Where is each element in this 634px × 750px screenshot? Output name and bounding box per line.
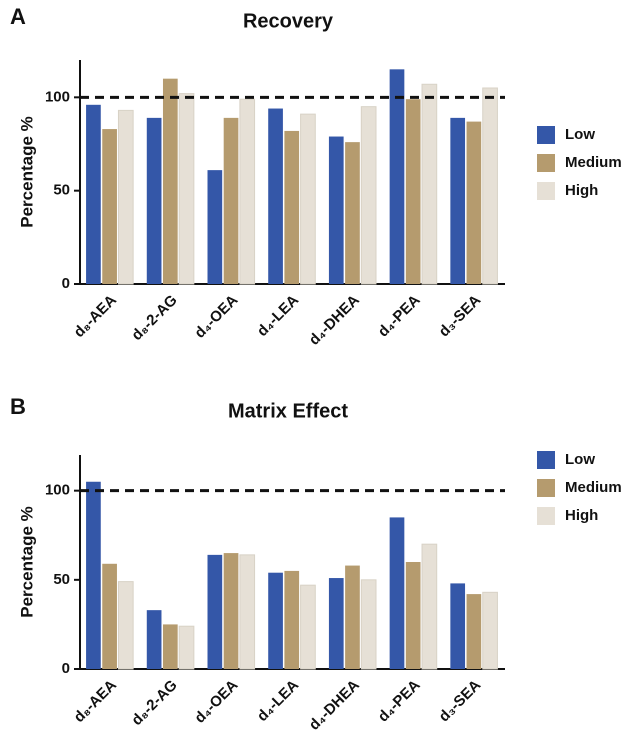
x-tick-label: d₈-AEA [71,292,121,342]
y-tick-label: 0 [62,275,70,292]
x-tick-label: d₈-2-AG [128,677,180,729]
legend-swatch [537,451,555,469]
legend-swatch [537,507,555,525]
bar [102,129,117,284]
legend-swatch [537,154,555,172]
bar [102,563,117,669]
x-tick-label: d₄-PEA [375,677,424,726]
bar [405,99,421,284]
legend-swatch [537,182,555,200]
legend-label: High [565,507,598,524]
bar [389,517,405,669]
y-tick-label: 100 [45,88,70,105]
bar [389,69,405,284]
x-tick-label: d₄-DHEA [306,676,363,733]
x-tick-label: d₄-DHEA [306,291,363,348]
bar [360,106,377,285]
bar [178,93,195,285]
legend-swatch [537,126,555,144]
chart-title: Matrix Effect [228,400,348,422]
bar [466,594,482,669]
bar [328,578,344,669]
legend-label: High [565,182,598,199]
bar [284,130,300,284]
bar [162,624,178,669]
bar [450,583,466,669]
x-tick-label: d₃-SEA [436,291,485,340]
bar [239,98,256,285]
bar [300,584,316,670]
y-tick-label: 50 [53,182,70,199]
x-tick-label: d₈-2-AG [128,292,180,344]
bar [300,113,316,285]
bar [268,108,283,285]
legend-label: Low [565,451,595,468]
chart-title: Recovery [243,10,334,32]
x-tick-label: d₄-LEA [254,292,302,340]
bar [482,591,498,670]
panel-label: A [10,4,26,29]
bar [117,581,134,670]
bar [146,117,162,284]
bar [117,109,134,285]
bar [86,104,101,284]
bar [345,565,360,669]
bar [223,117,239,284]
legend-label: Low [565,126,595,143]
bar [466,121,482,284]
legend-swatch [537,479,555,497]
bar [482,87,498,285]
x-tick-label: d₃-SEA [436,676,485,725]
legend-label: Medium [565,154,622,171]
x-tick-label: d₄-OEA [191,291,241,341]
bar [421,543,438,670]
x-tick-label: d₈-AEA [71,677,121,727]
bar [268,572,283,669]
x-tick-label: d₄-OEA [191,676,241,726]
y-tick-label: 0 [62,660,70,677]
bar [345,142,360,284]
y-tick-label: 100 [45,482,70,499]
legend-label: Medium [565,479,622,496]
bar [178,625,195,670]
y-axis-label: Percentage % [17,506,36,618]
bar [284,570,300,669]
bar [421,83,438,285]
bar [146,610,162,669]
x-tick-label: d₄-LEA [254,677,302,725]
x-tick-label: d₄-PEA [375,292,424,341]
bar [207,554,223,669]
bar [162,78,178,285]
bar [328,136,344,284]
bar [223,553,239,669]
bar [239,554,256,670]
bar [405,562,421,669]
panel-label: B [10,394,26,419]
bar [360,579,377,670]
y-axis-label: Percentage % [17,116,36,228]
bar [450,117,466,284]
bar [207,170,223,284]
y-tick-label: 50 [53,571,70,588]
bar [86,481,101,669]
